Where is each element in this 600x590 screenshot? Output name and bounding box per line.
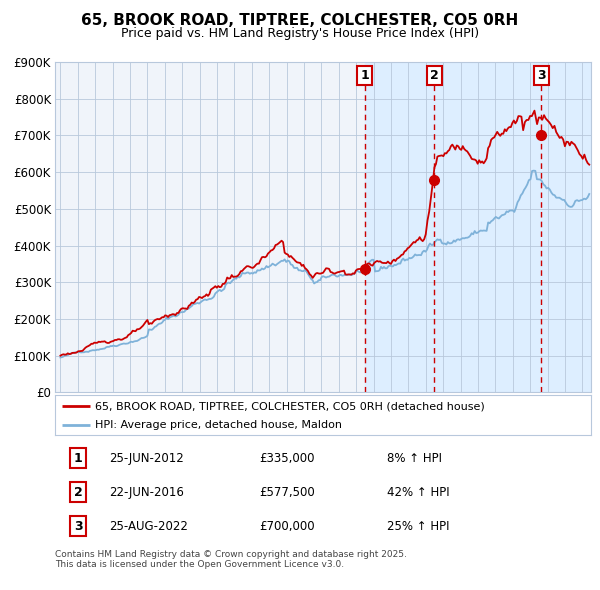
Text: 3: 3	[74, 520, 83, 533]
Text: 8% ↑ HPI: 8% ↑ HPI	[388, 451, 442, 464]
Text: 1: 1	[360, 68, 369, 81]
Text: Contains HM Land Registry data © Crown copyright and database right 2025.
This d: Contains HM Land Registry data © Crown c…	[55, 550, 407, 569]
Text: 3: 3	[537, 68, 546, 81]
Text: 2: 2	[74, 486, 83, 499]
Text: £700,000: £700,000	[259, 520, 314, 533]
Text: £335,000: £335,000	[259, 451, 314, 464]
Bar	[434, 62, 591, 392]
Text: HPI: Average price, detached house, Maldon: HPI: Average price, detached house, Mald…	[95, 419, 343, 430]
Text: 2: 2	[430, 68, 439, 81]
Text: 65, BROOK ROAD, TIPTREE, COLCHESTER, CO5 0RH (detached house): 65, BROOK ROAD, TIPTREE, COLCHESTER, CO5…	[95, 401, 485, 411]
Text: 25% ↑ HPI: 25% ↑ HPI	[388, 520, 450, 533]
Text: £577,500: £577,500	[259, 486, 314, 499]
Text: 1: 1	[74, 451, 83, 464]
Text: 42% ↑ HPI: 42% ↑ HPI	[388, 486, 450, 499]
Text: 22-JUN-2016: 22-JUN-2016	[109, 486, 184, 499]
Text: 65, BROOK ROAD, TIPTREE, COLCHESTER, CO5 0RH: 65, BROOK ROAD, TIPTREE, COLCHESTER, CO5…	[82, 13, 518, 28]
Text: Price paid vs. HM Land Registry's House Price Index (HPI): Price paid vs. HM Land Registry's House …	[121, 27, 479, 40]
Bar	[365, 62, 434, 392]
Text: 25-AUG-2022: 25-AUG-2022	[109, 520, 188, 533]
Text: 25-JUN-2012: 25-JUN-2012	[109, 451, 184, 464]
